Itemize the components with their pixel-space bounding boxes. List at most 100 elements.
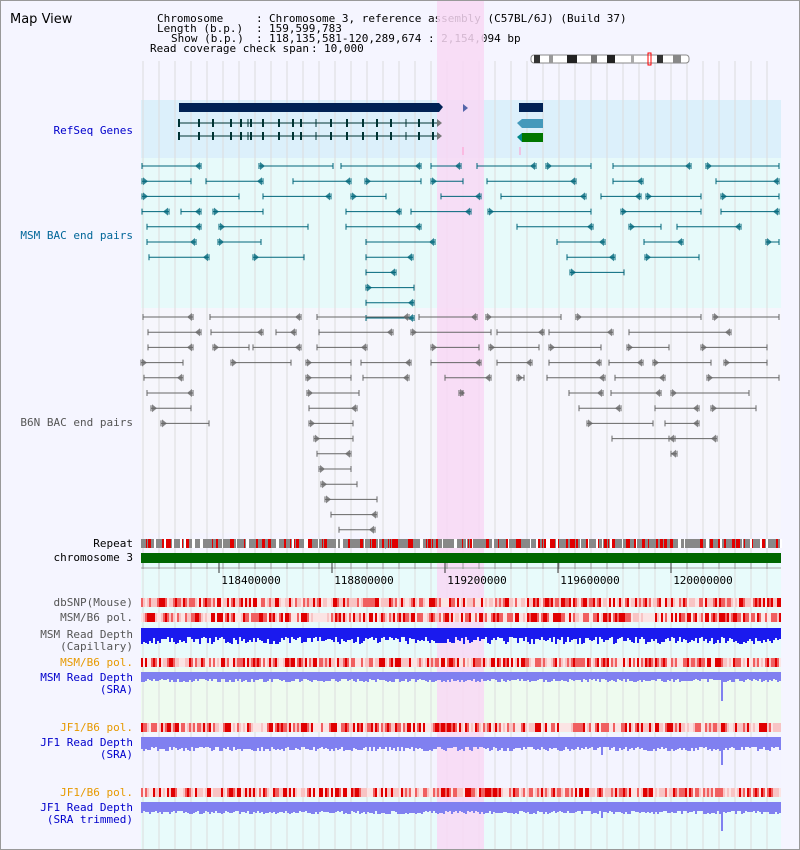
jf1-b6-pol-trimmed-track-cell (513, 788, 515, 797)
track-label-msm-b6-pol-sra[interactable]: MSM/B6 pol. (60, 656, 133, 669)
dbsnp-track-cell (141, 598, 143, 607)
repeat-element (342, 539, 343, 548)
msm-b6-pol-track-cell (493, 613, 495, 622)
repeat-element (678, 539, 681, 548)
jf1-depth-trimmed-bar (315, 802, 317, 812)
msm-depth-sra-bar (241, 672, 243, 682)
msm-b6-pol-track-cell (395, 613, 397, 622)
ideogram-band (631, 55, 634, 63)
jf1-b6-pol-track-cell (597, 723, 599, 732)
dbsnp-track-cell (573, 598, 575, 607)
msm-depth-sra-bar (201, 672, 203, 679)
msm-depth-sra-bar (219, 672, 221, 682)
msm-depth-sra-bar (389, 672, 391, 681)
msm-depth-capillary-bar (727, 628, 729, 641)
repeat-element (656, 539, 658, 548)
b6n-bac-arrow (187, 313, 192, 321)
msm-depth-sra-bar (727, 672, 729, 681)
msm-depth-capillary-bar (501, 628, 503, 638)
repeat-element (408, 539, 410, 548)
jf1-depth-sra-bar (233, 737, 235, 747)
msm-b6-pol-track-cell (527, 613, 529, 622)
dbsnp-track-cell (609, 598, 611, 607)
msm-depth-capillary-bar (267, 628, 269, 639)
repeat-element (390, 539, 391, 548)
msm-depth-sra-bar (165, 672, 167, 680)
track-label-msm-b6-pol[interactable]: MSM/B6 pol. (60, 611, 133, 624)
dbsnp-track-cell (769, 598, 771, 607)
msm-depth-capillary-bar (415, 628, 417, 643)
jf1-b6-pol-track-cell (275, 723, 277, 732)
msm-depth-sra-bar (143, 672, 145, 682)
jf1-b6-pol-trimmed-track-cell (275, 788, 277, 797)
b6n-bac-arrow (712, 404, 717, 413)
jf1-depth-trimmed-bar (305, 802, 307, 811)
track-label-b6n-bac[interactable]: B6N BAC end pairs (20, 416, 133, 429)
track-label-jf1-b6-pol-trimmed[interactable]: JF1/B6 pol. (60, 786, 133, 799)
track-label-dbsnp[interactable]: dbSNP(Mouse) (53, 596, 133, 609)
jf1-b6-pol-trimmed-track-cell (653, 788, 655, 797)
jf1-depth-sra-bar (617, 737, 619, 751)
msm-b6-pol-track-cell (367, 613, 369, 622)
jf1-b6-pol-track-cell (747, 723, 749, 732)
jf1-b6-pol-track-cell (613, 723, 615, 732)
dbsnp-track-cell (727, 598, 729, 607)
msm-b6-pol-track-cell (537, 613, 539, 622)
jf1-depth-trimmed-bar (419, 802, 421, 813)
msm-depth-sra-bar (289, 672, 291, 682)
jf1-b6-pol-trimmed-track-cell (611, 788, 613, 797)
jf1-depth-sra-bar (215, 737, 217, 747)
track-label-repeat[interactable]: Repeat (93, 537, 133, 550)
jf1-b6-pol-track-cell (453, 723, 455, 732)
msm-depth-capillary-bar (265, 628, 267, 643)
msm-b6-pol-track-cell (559, 613, 561, 622)
jf1-b6-pol-trimmed-track-cell (179, 788, 181, 797)
track-label-refseq[interactable]: RefSeq Genes (53, 124, 133, 137)
msm-b6-pol-sra-track-cell (329, 658, 331, 667)
track-label-jf1-depth-trimmed[interactable]: JF1 Read Depth (40, 801, 133, 814)
msm-depth-capillary-bar (535, 628, 537, 639)
jf1-b6-pol-track-cell (141, 723, 143, 732)
msm-b6-pol-track-cell (439, 613, 441, 622)
jf1-b6-pol-track-cell (255, 723, 257, 732)
track-label-jf1-b6-pol[interactable]: JF1/B6 pol. (60, 721, 133, 734)
jf1-b6-pol-track-cell (665, 723, 667, 732)
jf1-depth-sra-bar (639, 737, 641, 749)
dbsnp-track-cell (417, 598, 419, 607)
jf1-depth-trimmed-bar (745, 802, 747, 811)
msm-b6-pol-sra-track-cell (215, 658, 217, 667)
msm-depth-sra-bar (215, 672, 217, 679)
msm-b6-pol-sra-track-cell (293, 658, 295, 667)
jf1-depth-trimmed-bar (655, 802, 657, 812)
msm-b6-pol-sra-track-cell (721, 658, 723, 667)
msm-depth-sra-bar (309, 672, 311, 681)
jf1-depth-trimmed-bar (669, 802, 671, 813)
msm-b6-pol-sra-track-cell (757, 658, 759, 667)
axis-tick-label: 119600000 (560, 574, 620, 587)
msm-depth-sra-bar (705, 672, 707, 679)
msm-b6-pol-track-cell (649, 613, 651, 622)
msm-b6-pol-track-cell (443, 613, 445, 622)
msm-b6-pol-track-cell (477, 613, 479, 622)
info-colon-3: : (256, 32, 263, 45)
msm-b6-pol-track-cell (597, 613, 599, 622)
jf1-depth-trimmed-bar (207, 802, 209, 812)
track-label-msm-depth-capillary[interactable]: MSM Read Depth (40, 628, 133, 641)
track-label-msm-bac[interactable]: MSM BAC end pairs (20, 229, 133, 242)
msm-depth-sra-bar (353, 672, 355, 681)
msm-depth-capillary-bar (677, 628, 679, 641)
msm-bac-arrow (530, 162, 535, 170)
track-label-msm-depth-sra[interactable]: MSM Read Depth (40, 671, 133, 684)
msm-depth-sra-bar (631, 672, 633, 681)
track-label-chromosome[interactable]: chromosome 3 (53, 551, 133, 564)
track-label-jf1-depth-sra[interactable]: JF1 Read Depth (40, 736, 133, 749)
msm-b6-pol-track-cell (431, 613, 433, 622)
jf1-depth-sra-bar (333, 737, 335, 751)
jf1-b6-pol-trimmed-track-cell (189, 788, 191, 797)
msm-depth-capillary-bar (173, 628, 175, 642)
msm-b6-pol-track-cell (755, 613, 757, 622)
jf1-depth-trimmed-bar (217, 802, 219, 813)
jf1-b6-pol-track-cell (257, 723, 259, 732)
msm-depth-sra-bar (195, 672, 197, 679)
